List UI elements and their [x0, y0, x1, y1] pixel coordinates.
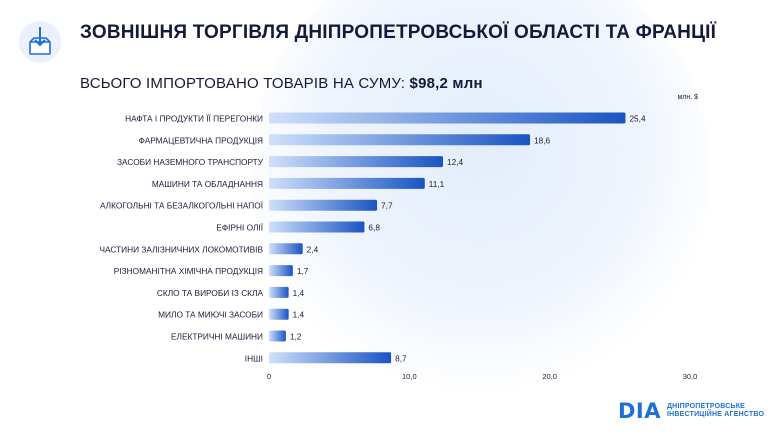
- value-label: 6,8: [368, 223, 380, 233]
- value-label: 1,7: [297, 266, 309, 276]
- category-label: ЕФІРНІ ОЛІЇ: [216, 223, 263, 233]
- bar: [269, 308, 289, 320]
- logo-line-1: ДНІПРОПЕТРОВСЬКЕ: [667, 403, 746, 410]
- category-label: ЧАСТИНИ ЗАЛІЗНИЧНИХ ЛОКОМОТИВІВ: [99, 244, 263, 254]
- bar: [269, 221, 365, 233]
- bar: [269, 112, 626, 124]
- category-label: ІНШІ: [245, 353, 263, 363]
- logo-mark: DIA: [618, 399, 661, 423]
- bar: [269, 265, 293, 277]
- subtitle: ВСЬОГО ІМПОРТОВАНО ТОВАРІВ НА СУМУ: $98,…: [80, 75, 483, 93]
- bar: [269, 156, 444, 168]
- category-label: РІЗНОМАНІТНА ХІМІЧНА ПРОДУКЦІЯ: [114, 266, 263, 276]
- category-label: МИЛО ТА МИЮЧІ ЗАСОБИ: [158, 310, 263, 320]
- x-tick-label: 30,0: [683, 372, 698, 381]
- subtitle-total: $98,2 млн: [409, 75, 483, 92]
- category-label: АЛКОГОЛЬНІ ТА БЕЗАЛКОГОЛЬНІ НАПОЇ: [100, 201, 264, 211]
- value-label: 2,4: [307, 244, 319, 254]
- value-label: 1,4: [293, 310, 305, 320]
- category-label: ЗАСОБИ НАЗЕМНОГО ТРАНСПОРТУ: [117, 157, 264, 167]
- bar: [269, 199, 378, 211]
- value-label: 7,7: [381, 201, 393, 211]
- bar: [269, 243, 303, 255]
- value-label: 18,6: [534, 135, 551, 145]
- value-label: 8,7: [395, 353, 407, 363]
- logo-line-2: ІНВЕСТИЦІЙНЕ АГЕНСТВО: [667, 411, 765, 418]
- x-tick-label: 10,0: [402, 372, 417, 381]
- value-label: 1,2: [290, 332, 302, 342]
- unit-label: млн. $: [677, 94, 698, 101]
- category-label: НАФТА І ПРОДУКТИ ЇЇ ПЕРЕГОНКИ: [125, 114, 263, 124]
- value-label: 11,1: [429, 179, 445, 189]
- logo-text: ДНІПРОПЕТРОВСЬКЕ ІНВЕСТИЦІЙНЕ АГЕНСТВО: [667, 403, 764, 419]
- category-label: МАШИНИ ТА ОБЛАДНАННЯ: [152, 179, 263, 189]
- bar: [269, 177, 425, 189]
- x-tick-label: 0: [267, 372, 271, 381]
- category-label: ЕЛЕКТРИЧНІ МАШИНИ: [171, 332, 263, 342]
- bar: [269, 134, 531, 146]
- bar: [269, 330, 286, 342]
- bar: [269, 286, 289, 298]
- category-label: СКЛО ТА ВИРОБИ ІЗ СКЛА: [157, 288, 264, 298]
- bar: [269, 352, 392, 364]
- subtitle-prefix: ВСЬОГО ІМПОРТОВАНО ТОВАРІВ НА СУМУ:: [80, 75, 410, 92]
- value-label: 12,4: [447, 157, 464, 167]
- page-title: ЗОВНІШНЯ ТОРГІВЛЯ ДНІПРОПЕТРОВСЬКОЇ ОБЛА…: [80, 22, 717, 43]
- category-label: ФАРМАЦЕВТИЧНА ПРОДУКЦІЯ: [139, 135, 263, 145]
- x-tick-label: 20,0: [542, 372, 557, 381]
- import-box-icon: [18, 20, 62, 64]
- agency-logo: DIA ДНІПРОПЕТРОВСЬКЕ ІНВЕСТИЦІЙНЕ АГЕНСТ…: [618, 400, 764, 422]
- value-label: 25,4: [629, 114, 646, 124]
- value-label: 1,4: [293, 288, 305, 298]
